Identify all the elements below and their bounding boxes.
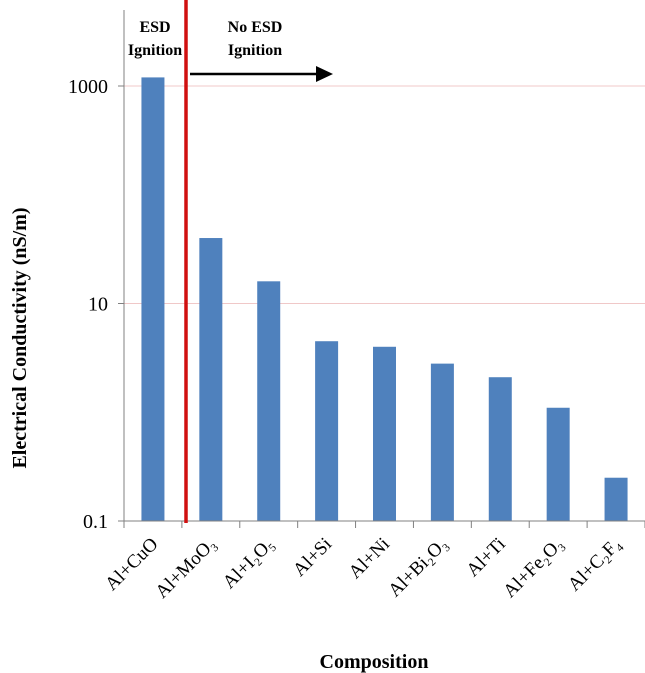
annotation-no-esd-ignition-line2: Ignition: [228, 42, 282, 59]
bars: [141, 77, 628, 521]
bar-0: [141, 77, 165, 521]
category-label-5: Al+Bi₂O₃: [384, 534, 452, 602]
category-label-2: Al+I₂O₅: [219, 534, 278, 593]
bar-7: [546, 407, 570, 521]
bar-6: [488, 377, 512, 521]
x-ticks: [123, 521, 645, 528]
y-tick-label-0.1: 0.1: [83, 511, 108, 533]
bar-1: [199, 238, 223, 521]
y-tick-label-1000: 1000: [68, 76, 108, 98]
y-ticks: 0.1 10 1000: [68, 76, 124, 533]
x-axis-title: Composition: [320, 651, 429, 673]
category-label-7: Al+Fe₂O₃: [499, 534, 567, 602]
annotation-no-esd-ignition-line1: No ESD: [228, 19, 283, 36]
bar-5: [430, 363, 454, 521]
direction-arrow: [190, 66, 333, 82]
annotation-esd-ignition-line2: Ignition: [128, 42, 182, 59]
category-label-4: Al+Ni: [345, 534, 394, 583]
y-tick-label-10: 10: [88, 294, 108, 316]
annotation-esd-ignition-line1: ESD: [139, 19, 170, 36]
category-label-8: Al+C₂F₄: [564, 534, 626, 596]
bar-3: [315, 341, 339, 521]
bar-4: [373, 346, 396, 521]
y-axis-title: Electrical Conductivity (nS/m): [9, 207, 31, 468]
bar-8: [604, 477, 628, 521]
category-label-1: Al+MoO₃: [151, 534, 220, 603]
category-label-3: Al+Si: [289, 534, 336, 581]
bar-2: [257, 281, 281, 521]
category-label-6: Al+Ti: [462, 534, 509, 581]
